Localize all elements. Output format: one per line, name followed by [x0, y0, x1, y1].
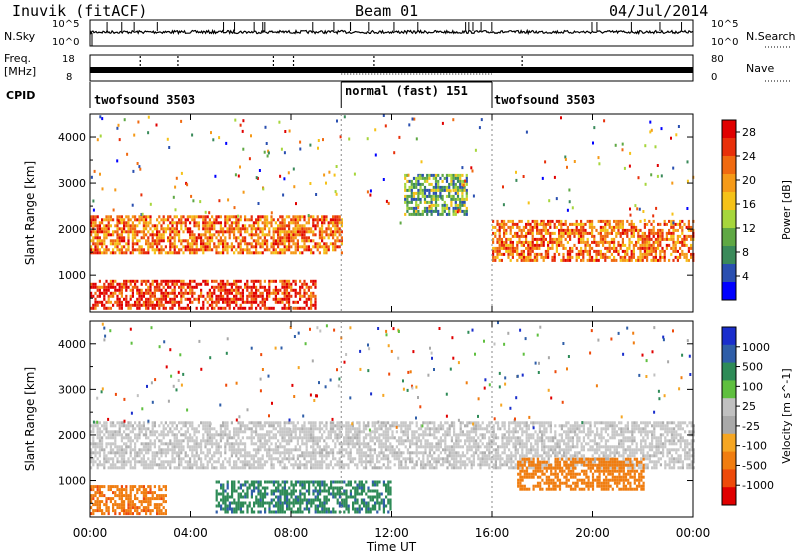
colorbar-tick-label: -1000	[742, 479, 774, 492]
cpid-segment-3: twofsound 3503	[494, 93, 596, 107]
y-axis-label: Slant Range [km]	[23, 367, 37, 471]
y-tick-label: 1000	[58, 475, 86, 488]
x-tick-label: 12:00	[374, 526, 409, 540]
colorbar-tick-label: 25	[742, 400, 756, 413]
colorbar-label: Velocity [m s^-1]	[780, 368, 793, 463]
y-tick-label: 3000	[58, 177, 86, 190]
colorbar-segment	[722, 228, 736, 247]
colorbar-tick-label: 4	[742, 270, 749, 283]
colorbar-segment	[722, 192, 736, 211]
y-tick-label: 3000	[58, 383, 86, 396]
freq-unit-label: [MHz]	[4, 65, 37, 78]
nsky-trace	[89, 28, 694, 36]
freq-trace	[90, 67, 693, 73]
colorbar-segment	[722, 469, 736, 488]
colorbar-tick-label: 20	[742, 174, 756, 187]
colorbar-segment	[722, 246, 736, 265]
nsearch-tick-top: 10^5	[711, 19, 739, 30]
colorbar-tick-label: 500	[742, 361, 763, 374]
velocity-heatmap	[90, 321, 695, 516]
colorbar-segment	[722, 362, 736, 381]
x-tick-label: 04:00	[173, 526, 208, 540]
colorbar-segment	[722, 451, 736, 470]
colorbar-tick-label: -25	[742, 420, 760, 433]
freq-label: Freq.	[4, 52, 32, 65]
colorbar-tick-label: 8	[742, 246, 749, 259]
y-axis-label: Slant Range [km]	[23, 161, 37, 265]
freq-tick-top: 18	[62, 54, 75, 65]
colorbar-tick-label: 100	[742, 380, 763, 393]
colorbar-segment	[722, 120, 736, 139]
colorbar-segment	[722, 344, 736, 364]
colorbar-segment	[722, 487, 736, 506]
nsky-tick-top: 10^5	[52, 19, 80, 30]
nsky-tick-bottom: 10^0	[52, 37, 80, 48]
colorbar-tick-label: 1000	[742, 341, 770, 354]
nave-label: Nave	[746, 62, 775, 75]
colorbar-segment	[722, 210, 736, 229]
colorbar-tick-label: 12	[742, 222, 756, 235]
cpid-label: CPID	[6, 89, 36, 102]
colorbar-frame	[721, 326, 737, 506]
colorbar-tick-label: 28	[742, 126, 756, 139]
colorbar-segment	[722, 327, 736, 346]
y-tick-label: 2000	[58, 429, 86, 442]
colorbar-label: Power [dB]	[780, 180, 793, 240]
station-title: Inuvik (fitACF)	[12, 2, 148, 20]
nsearch-label: N.Search	[746, 30, 796, 43]
y-tick-label: 4000	[58, 131, 86, 144]
x-tick-label: 16:00	[475, 526, 510, 540]
x-tick-label: 20:00	[575, 526, 610, 540]
colorbar-frame	[721, 119, 737, 301]
colorbar-segment	[722, 156, 736, 175]
beam-title: Beam 01	[355, 2, 419, 20]
x-axis-label: Time UT	[366, 540, 417, 554]
colorbar-segment	[722, 264, 736, 283]
colorbar-segment	[722, 433, 736, 453]
colorbar-segment	[722, 380, 736, 399]
nsky-strip-frame	[89, 19, 694, 47]
power-heatmap	[90, 114, 695, 310]
y-tick-label: 1000	[58, 269, 86, 282]
x-tick-label: 00:00	[676, 526, 711, 540]
colorbar-tick-label: -500	[742, 459, 767, 472]
nave-tick-bottom: 0	[711, 72, 718, 83]
freq-tick-bottom: 8	[66, 72, 73, 83]
colorbar-segment	[722, 416, 736, 435]
colorbar-tick-label: -100	[742, 440, 767, 453]
colorbar-tick-label: 16	[742, 198, 756, 211]
colorbar-segment	[722, 398, 736, 417]
cpid-segment-1: twofsound 3503	[94, 93, 196, 107]
colorbar-segment	[722, 138, 736, 157]
y-tick-label: 4000	[58, 338, 86, 351]
cpid-segment-2: normal (fast) 151	[345, 84, 468, 98]
colorbar-segment	[722, 174, 736, 193]
x-tick-label: 08:00	[274, 526, 309, 540]
y-tick-label: 2000	[58, 223, 86, 236]
colorbar-segment	[722, 282, 736, 301]
nave-tick-top: 80	[711, 54, 724, 65]
x-tick-label: 00:00	[73, 526, 108, 540]
nsearch-tick-bottom: 10^0	[711, 37, 739, 48]
nsky-label: N.Sky	[4, 30, 36, 43]
colorbar-tick-label: 24	[742, 150, 756, 163]
date-title: 04/Jul/2014	[609, 2, 709, 20]
